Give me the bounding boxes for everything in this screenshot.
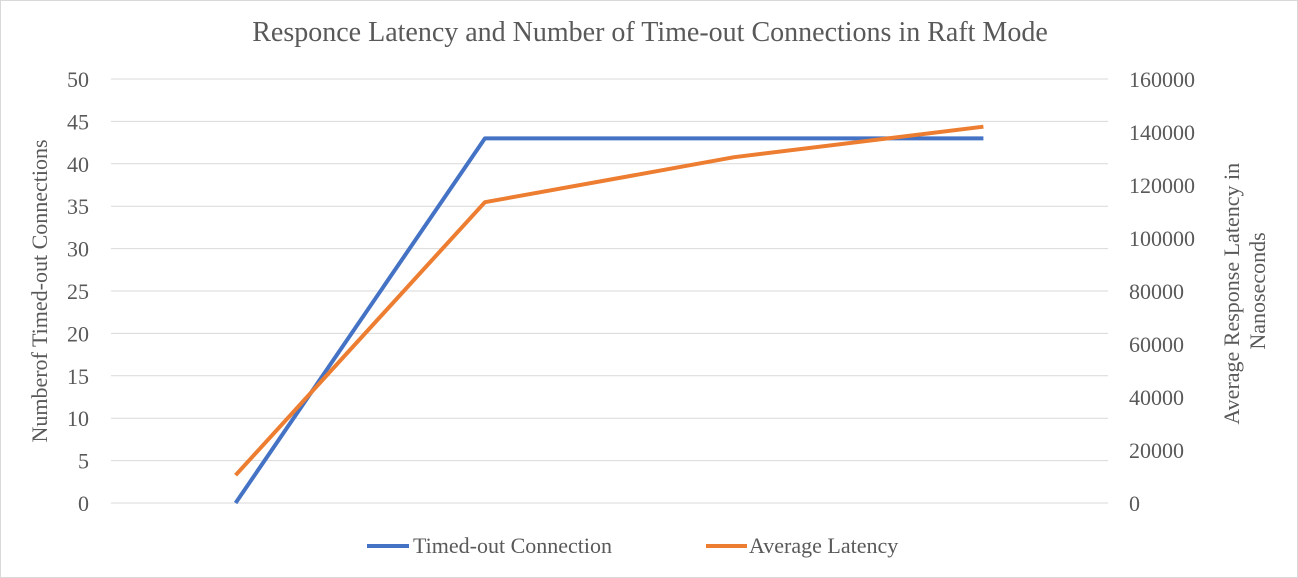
- left-tick-label: 30: [67, 237, 89, 262]
- right-tick-label: 80000: [1129, 279, 1184, 304]
- left-axis-ticks: 0 5 10 15 20 25 30 35 40 45 50: [67, 67, 89, 516]
- right-tick-label: 100000: [1129, 226, 1195, 251]
- left-tick-label: 20: [67, 321, 89, 346]
- left-tick-label: 0: [78, 491, 89, 516]
- left-tick-label: 45: [67, 109, 89, 134]
- right-tick-label: 120000: [1129, 173, 1195, 198]
- left-tick-label: 10: [67, 406, 89, 431]
- right-tick-label: 60000: [1129, 332, 1184, 357]
- left-tick-label: 5: [78, 449, 89, 474]
- left-tick-label: 25: [67, 279, 89, 304]
- series-lines: [233, 124, 984, 505]
- legend: Timed-out Connection Average Latency: [367, 533, 898, 558]
- right-axis-ticks: 0 20000 40000 60000 80000 100000 120000 140000 1…: [1129, 67, 1195, 516]
- right-tick-label: 40000: [1129, 385, 1184, 410]
- right-tick-label: 160000: [1129, 67, 1195, 92]
- left-axis-title: Numberof Timed-out Connections: [27, 139, 52, 442]
- left-tick-label: 35: [67, 194, 89, 219]
- series-line-average-latency: [234, 124, 984, 477]
- gridlines: [111, 78, 1108, 504]
- right-tick-label: 140000: [1129, 120, 1195, 145]
- chart-title: Responce Latency and Number of Time-out …: [252, 17, 1048, 48]
- right-axis-title: Average Response Latency in Nanoseconds: [1219, 157, 1270, 424]
- left-tick-label: 40: [67, 152, 89, 177]
- left-tick-label: 50: [67, 67, 89, 92]
- right-axis-title-line-2: Nanoseconds: [1245, 232, 1270, 349]
- right-tick-label: 0: [1129, 491, 1140, 516]
- legend-label-timed-out: Timed-out Connection: [413, 533, 612, 558]
- right-axis-title-line-1: Average Response Latency in: [1219, 163, 1244, 425]
- legend-label-average-latency: Average Latency: [749, 533, 898, 558]
- series-line-timed-out-connection: [233, 136, 984, 505]
- left-tick-label: 15: [67, 364, 89, 389]
- right-tick-label: 20000: [1129, 438, 1184, 463]
